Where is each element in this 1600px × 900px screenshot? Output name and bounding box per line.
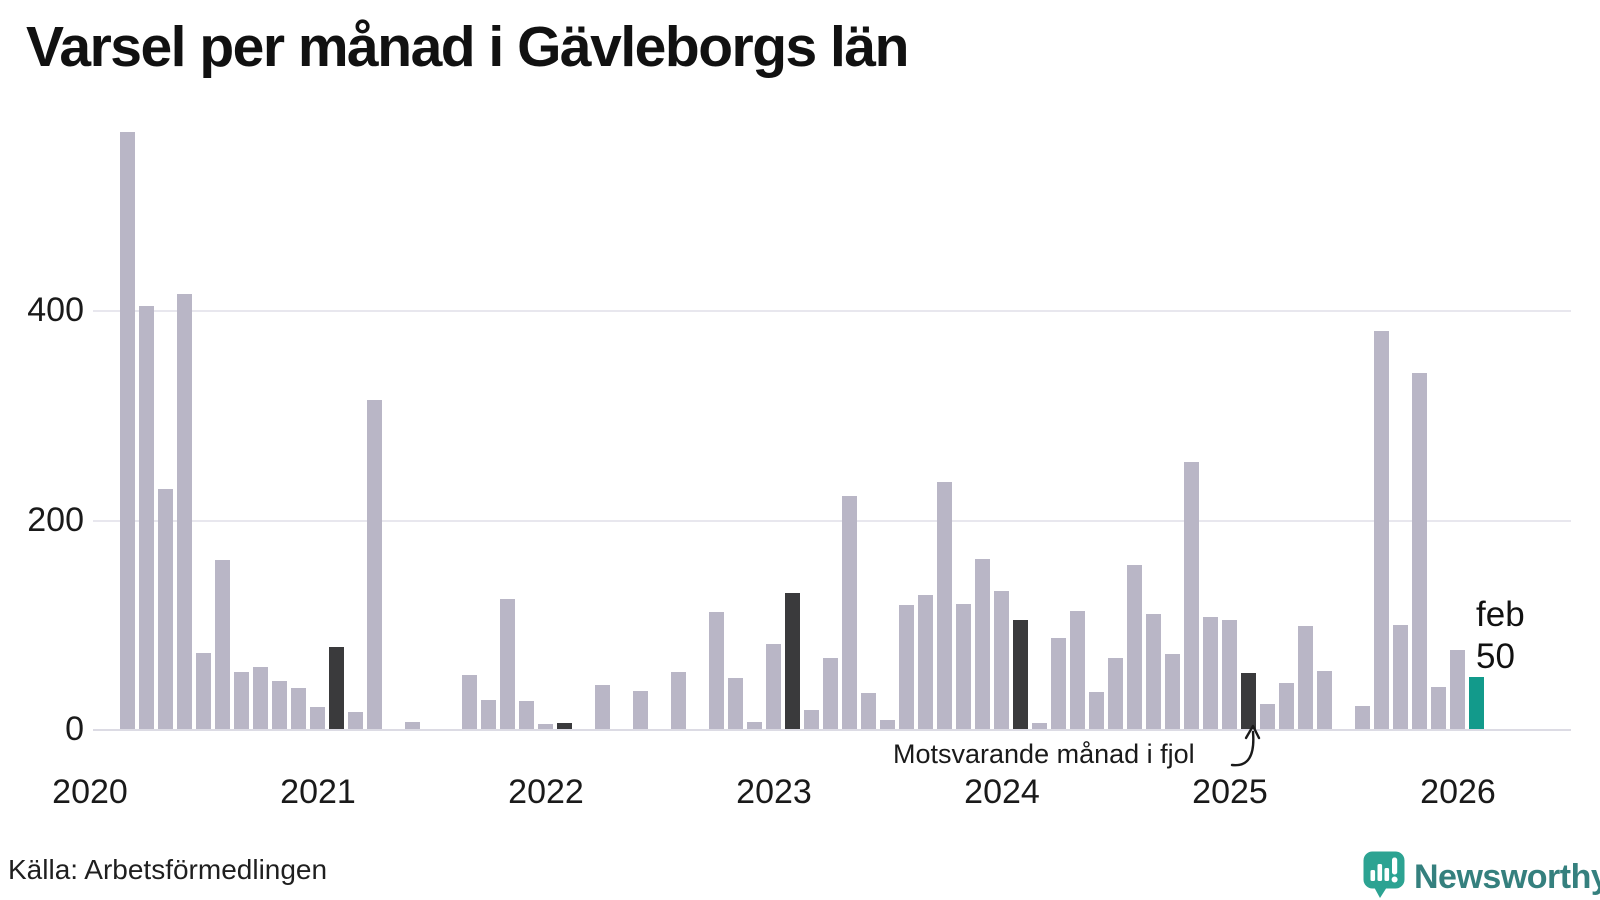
bar-2024-09 — [1146, 614, 1161, 729]
bar-2025-06 — [1317, 671, 1332, 729]
gridline-0 — [93, 729, 1571, 731]
bar-2022-11 — [728, 678, 743, 729]
gridline-400 — [93, 310, 1571, 312]
bar-2023-01 — [766, 644, 781, 729]
bar-2023-10 — [937, 482, 952, 729]
bar-2021-02 — [329, 647, 344, 729]
x-axis-year-2022: 2022 — [508, 773, 584, 811]
y-axis-tick-0: 0 — [65, 710, 84, 748]
bar-2022-01 — [538, 724, 553, 729]
current-month-value: 50 — [1476, 637, 1515, 676]
bar-2021-01 — [310, 707, 325, 729]
y-axis-tick-200: 200 — [27, 501, 84, 539]
bar-2025-09 — [1374, 331, 1389, 729]
bar-2022-12 — [747, 722, 762, 729]
bar-2023-11 — [956, 604, 971, 729]
bar-2022-10 — [709, 612, 724, 729]
bar-2023-08 — [899, 605, 914, 729]
brand-logo: Newsworthy — [1362, 850, 1600, 898]
source-text: Källa: Arbetsförmedlingen — [8, 854, 328, 885]
bar-2025-01 — [1222, 620, 1237, 729]
bar-2023-06 — [861, 693, 876, 729]
bar-2021-09 — [462, 675, 477, 729]
bar-2020-10 — [253, 667, 268, 729]
x-axis-year-2023: 2023 — [736, 773, 812, 811]
bar-2023-03 — [804, 710, 819, 729]
newsworthy-icon — [1363, 851, 1405, 898]
bar-2022-02 — [557, 723, 572, 729]
x-axis-year-2026: 2026 — [1420, 773, 1496, 811]
bar-2024-02 — [1013, 620, 1028, 729]
bar-2025-11 — [1412, 373, 1427, 729]
bar-2024-12 — [1203, 617, 1218, 729]
x-axis-year-2025: 2025 — [1192, 773, 1268, 811]
y-axis-tick-400: 400 — [27, 291, 84, 329]
bar-2025-12 — [1431, 687, 1446, 729]
bar-2021-06 — [405, 722, 420, 729]
x-axis-year-2020: 2020 — [52, 773, 128, 811]
bar-2026-02 — [1469, 677, 1484, 729]
chart-title: Varsel per månad i Gävleborgs län — [26, 15, 909, 79]
bar-2020-03 — [120, 132, 135, 729]
bar-2024-03 — [1032, 723, 1047, 729]
bar-2020-09 — [234, 672, 249, 729]
bar-2021-12 — [519, 701, 534, 729]
bar-2022-06 — [633, 691, 648, 729]
bar-2023-12 — [975, 559, 990, 729]
bar-2021-04 — [367, 400, 382, 729]
bar-2024-07 — [1108, 658, 1123, 729]
bar-2023-02 — [785, 593, 800, 729]
bar-2024-01 — [994, 591, 1009, 729]
annotation-label: Motsvarande månad i fjol — [893, 739, 1195, 769]
current-month-name: feb — [1476, 595, 1525, 634]
bar-2023-04 — [823, 658, 838, 729]
bar-2020-12 — [291, 688, 306, 729]
bar-2025-05 — [1298, 626, 1313, 729]
bar-2023-05 — [842, 496, 857, 729]
current-month-label: feb 50 — [1476, 594, 1525, 678]
bar-2024-06 — [1089, 692, 1104, 729]
bar-2023-07 — [880, 720, 895, 729]
x-axis-year-2024: 2024 — [964, 773, 1040, 811]
bar-2025-02 — [1241, 673, 1256, 729]
brand-name: Newsworthy — [1414, 858, 1600, 896]
bar-2025-04 — [1279, 683, 1294, 729]
bar-2021-10 — [481, 700, 496, 729]
bar-2025-08 — [1355, 706, 1370, 729]
bar-2020-04 — [139, 306, 154, 729]
bar-2020-06 — [177, 294, 192, 729]
bar-2025-03 — [1260, 704, 1275, 729]
bar-2024-04 — [1051, 638, 1066, 729]
bar-2020-05 — [158, 489, 173, 729]
bar-2026-01 — [1450, 650, 1465, 729]
x-axis-year-2021: 2021 — [280, 773, 356, 811]
bar-2024-08 — [1127, 565, 1142, 729]
bar-2023-09 — [918, 595, 933, 729]
bar-2025-10 — [1393, 625, 1408, 729]
gridline-200 — [93, 520, 1571, 522]
bar-2024-11 — [1184, 462, 1199, 729]
annotation-arrow-icon — [1230, 724, 1261, 767]
bar-2020-07 — [196, 653, 211, 729]
bar-2024-05 — [1070, 611, 1085, 729]
bar-2020-08 — [215, 560, 230, 729]
bar-2021-11 — [500, 599, 515, 729]
bar-2024-10 — [1165, 654, 1180, 729]
bar-2022-08 — [671, 672, 686, 729]
bar-2020-11 — [272, 681, 287, 729]
bar-2022-04 — [595, 685, 610, 729]
bar-2021-03 — [348, 712, 363, 729]
